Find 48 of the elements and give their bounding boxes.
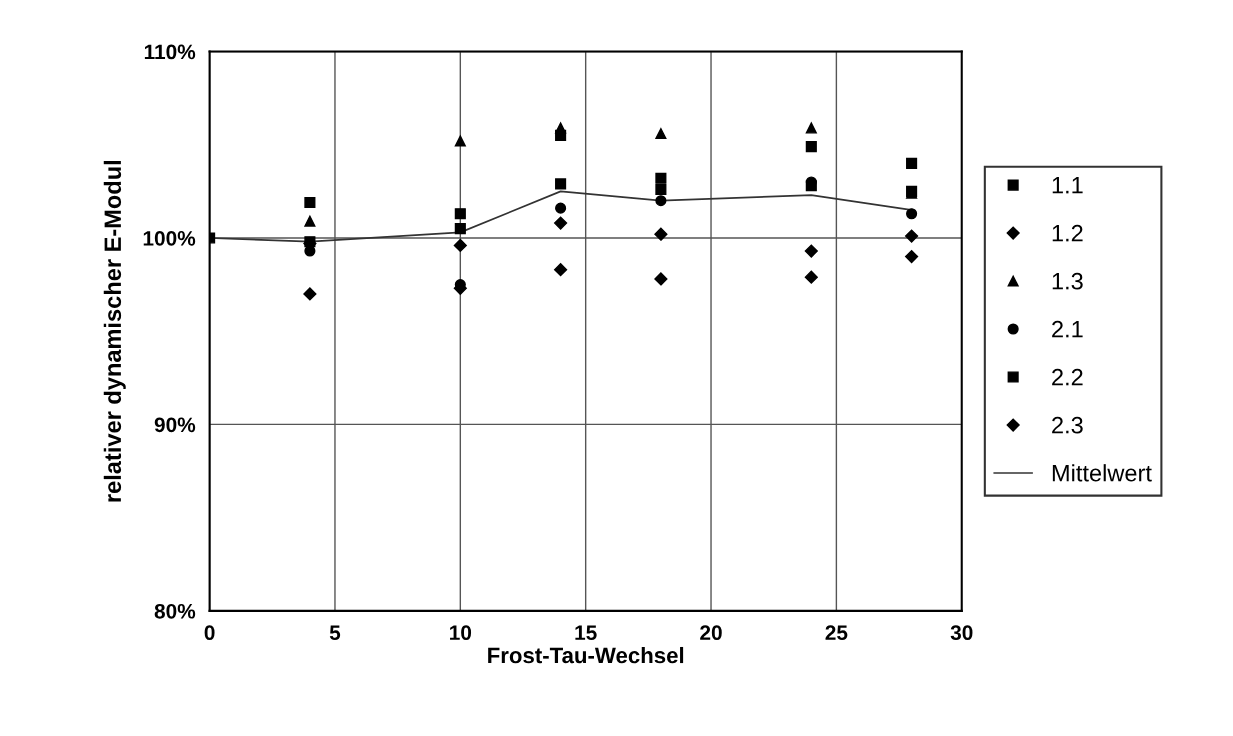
x-tick-label: 25 [825,625,848,641]
x-tick-label: 15 [575,625,597,641]
x-tick-label: 10 [450,625,472,641]
point [555,122,567,134]
point [804,270,818,284]
x-tick-label: 0 [204,625,215,641]
point [805,122,817,134]
point [453,238,467,253]
y-tick-label: 90% [154,417,196,433]
point [303,287,317,301]
point [655,195,667,207]
legend-label: 2.3 [1052,416,1083,434]
point [555,178,567,190]
y-tick-label: 100% [143,230,196,246]
point [655,172,667,184]
point [554,216,568,230]
x-tick-label: 5 [329,625,341,641]
legend-label: 2.1 [1052,320,1083,338]
point [805,141,817,153]
point [454,208,466,220]
y-axis-title: relativer dynamischer E-Modul [103,160,126,502]
legend-label: 1.3 [1052,272,1083,290]
x-tick-label: 30 [950,625,973,641]
point [804,244,818,258]
legend-label: Mittelwert [1052,464,1152,482]
point [655,183,667,196]
point [805,180,817,192]
y-tick-label: 80% [154,603,196,619]
point [905,250,919,264]
point [304,236,316,248]
point [906,208,918,220]
point [555,202,567,214]
point [654,272,668,286]
y-tick-label: 110% [144,44,196,60]
point [554,263,568,277]
point [454,223,466,235]
point [905,229,919,243]
point [304,196,316,209]
point [906,157,918,169]
point [304,215,316,227]
legend-label: 1.1 [1052,177,1083,194]
x-axis-title: Frost-Tau-Wechsel [488,646,684,664]
point [454,135,466,147]
legend-label: 2.2 [1052,368,1083,386]
point [655,128,667,140]
legend-label: 1.2 [1052,224,1083,242]
x-tick-label: 20 [700,625,722,641]
point [654,227,668,241]
